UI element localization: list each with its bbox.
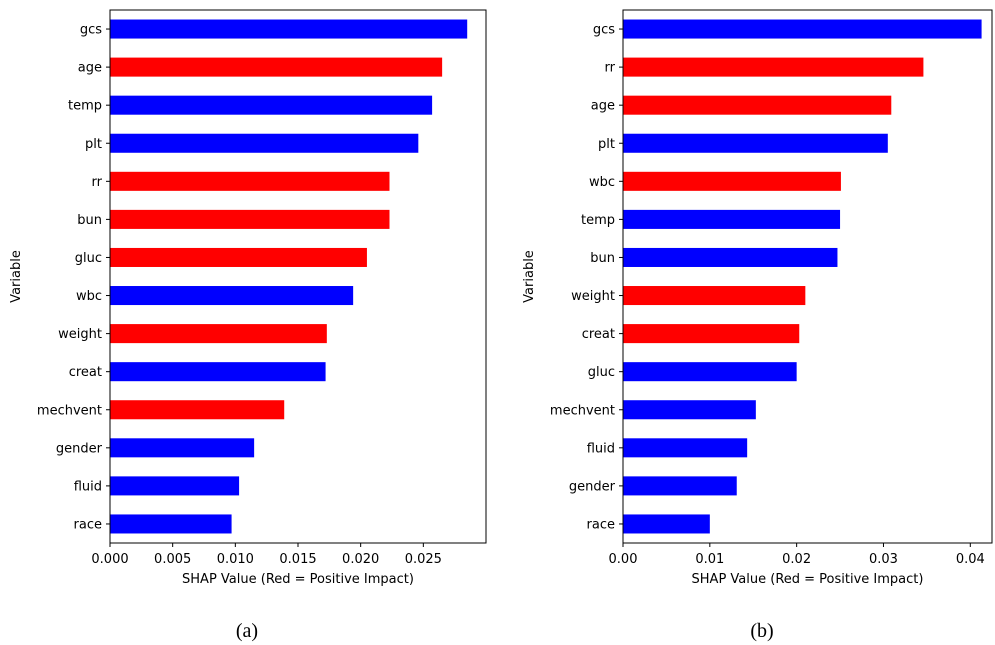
ytick-label: temp bbox=[581, 213, 615, 228]
ytick-label: weight bbox=[571, 289, 615, 304]
ytick-label: gender bbox=[569, 479, 616, 494]
bar-gcs bbox=[623, 19, 982, 39]
bar-temp bbox=[623, 209, 841, 229]
xtick-label: 0.005 bbox=[154, 552, 191, 567]
bar-wbc bbox=[623, 171, 841, 191]
ytick-label: gluc bbox=[75, 251, 102, 266]
bar-gcs bbox=[110, 19, 468, 39]
bar-gender bbox=[110, 438, 255, 458]
ytick-label: rr bbox=[92, 175, 103, 190]
panel-caption: (b) bbox=[750, 620, 773, 642]
ytick-label: mechvent bbox=[550, 403, 615, 418]
y-axis-label: Variable bbox=[522, 250, 537, 303]
xtick-label: 0.02 bbox=[782, 552, 811, 567]
bar-rr bbox=[623, 57, 924, 77]
ytick-label: weight bbox=[58, 327, 102, 342]
bar-age bbox=[623, 95, 892, 115]
bar-wbc bbox=[110, 286, 354, 306]
x-axis-label: SHAP Value (Red = Positive Impact) bbox=[692, 572, 924, 587]
bar-weight bbox=[110, 324, 327, 344]
plot-frame bbox=[622, 9, 993, 544]
bar-mechvent bbox=[623, 400, 756, 420]
ytick-label: mechvent bbox=[37, 403, 102, 418]
bar-gluc bbox=[623, 362, 797, 382]
x-axis-label: SHAP Value (Red = Positive Impact) bbox=[182, 572, 414, 587]
bar-weight bbox=[623, 286, 806, 306]
ytick-label: fluid bbox=[587, 441, 615, 456]
ytick-label: gender bbox=[56, 441, 103, 456]
chart-panel-b: gcs rr age plt wbc temp bun weight creat gluc mech… bbox=[522, 9, 993, 642]
ytick-label: plt bbox=[598, 137, 615, 152]
ytick-label: race bbox=[74, 517, 102, 532]
ytick-label: age bbox=[591, 99, 615, 114]
y-axis-label: Variable bbox=[9, 250, 24, 303]
ytick-label: gcs bbox=[80, 23, 102, 38]
bar-rr bbox=[110, 171, 390, 191]
xtick-label: 0.015 bbox=[279, 552, 316, 567]
ytick-label: gluc bbox=[588, 365, 615, 380]
xtick-label: 0.04 bbox=[956, 552, 985, 567]
ytick-label: wbc bbox=[76, 289, 102, 304]
xtick-label: 0.000 bbox=[91, 552, 128, 567]
ytick-label: creat bbox=[582, 327, 615, 342]
panel-caption: (a) bbox=[236, 620, 258, 642]
ytick-label: bun bbox=[77, 213, 102, 228]
ytick-label: bun bbox=[590, 251, 615, 266]
bar-bun bbox=[110, 209, 390, 229]
bar-creat bbox=[623, 324, 800, 344]
bar-temp bbox=[110, 95, 433, 115]
xtick-label: 0.020 bbox=[342, 552, 379, 567]
bar-creat bbox=[110, 362, 326, 382]
bar-race bbox=[110, 514, 232, 534]
ytick-label: wbc bbox=[589, 175, 615, 190]
bar-plt bbox=[623, 133, 888, 153]
chart-panel-a: gcs age temp plt rr bun gluc wbc weight creat mech… bbox=[9, 9, 487, 642]
bar-age bbox=[110, 57, 443, 77]
bar-mechvent bbox=[110, 400, 285, 420]
ytick-label: plt bbox=[85, 137, 102, 152]
ytick-label: temp bbox=[68, 99, 102, 114]
ytick-label: creat bbox=[69, 365, 102, 380]
ytick-label: fluid bbox=[74, 479, 102, 494]
bar-gluc bbox=[110, 247, 367, 267]
xtick-label: 0.025 bbox=[405, 552, 442, 567]
ytick-label: gcs bbox=[593, 23, 615, 38]
plot-frame bbox=[109, 9, 487, 544]
bar-plt bbox=[110, 133, 419, 153]
ytick-label: age bbox=[78, 61, 102, 76]
bar-fluid bbox=[110, 476, 240, 496]
xtick-label: 0.010 bbox=[217, 552, 254, 567]
xtick-label: 0.00 bbox=[609, 552, 638, 567]
ytick-label: race bbox=[587, 517, 615, 532]
bar-gender bbox=[623, 476, 737, 496]
bar-fluid bbox=[623, 438, 748, 458]
xtick-label: 0.03 bbox=[869, 552, 898, 567]
ytick-label: rr bbox=[605, 61, 616, 76]
bar-bun bbox=[623, 247, 838, 267]
xtick-label: 0.01 bbox=[695, 552, 724, 567]
bar-race bbox=[623, 514, 710, 534]
